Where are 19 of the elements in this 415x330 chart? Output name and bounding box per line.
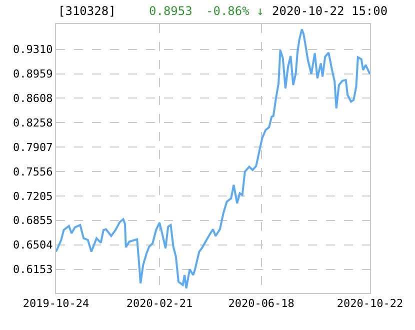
y-tick-label: 0.8608	[13, 92, 53, 106]
text: 0.8953	[149, 4, 192, 18]
y-tick-label: 0.6504	[13, 238, 54, 252]
y-tick-label: 0.6855	[13, 214, 53, 228]
x-tick-label: 2019-10-24	[22, 297, 90, 310]
y-tick-label: 0.8959	[13, 68, 53, 81]
y-tick-label: 0.7907	[13, 140, 53, 154]
y-tick-label: 0.9310	[13, 43, 53, 56]
text: 2020-10-22 15:00	[272, 4, 388, 18]
x-tick-label: 2020-06-18	[228, 297, 294, 310]
y-tick-label: 0.8258	[13, 116, 53, 130]
line-series	[56, 28, 370, 290]
chart-title: [310328]	[58, 4, 116, 18]
y-tick-label: 0.6153	[13, 263, 53, 276]
y-tick-label: 0.7205	[13, 190, 53, 203]
x-tick-label: 2020-10-22	[336, 297, 404, 310]
y-tick-label: 0.7556	[13, 165, 53, 178]
text: -0.86% ↓	[206, 4, 264, 18]
x-tick-label: 2020-02-21	[126, 297, 193, 310]
